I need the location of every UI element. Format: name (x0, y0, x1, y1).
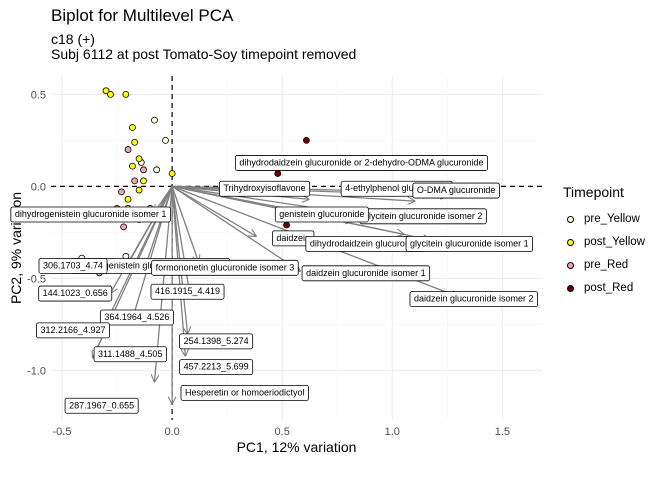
y-tick-label: -0.5 (27, 273, 46, 285)
data-point (107, 90, 114, 98)
loading-label-box (36, 322, 110, 339)
loading-label-box (301, 265, 431, 282)
loading-label-box (99, 309, 174, 326)
loading-label-box (274, 206, 369, 223)
legend-swatch-pre-red (566, 261, 574, 269)
loading-arrow (110, 186, 173, 293)
loading-label: 457.2213_5.699 (184, 362, 249, 372)
loading-label-box (151, 259, 299, 276)
data-point (102, 87, 110, 95)
loading-label-box (64, 397, 139, 414)
legend-item-pre-red: pre_Red (562, 257, 628, 273)
data-point (124, 146, 132, 153)
data-point (140, 166, 147, 174)
data-point (135, 186, 143, 194)
data-point (120, 223, 128, 231)
loading-label: Hesperetin or homoeriodictyol (185, 387, 305, 397)
data-point (118, 188, 125, 196)
loading-label-box (180, 385, 309, 401)
loading-label: daidzein (276, 233, 310, 243)
legend-item-post-red: post_Red (562, 280, 633, 296)
data-point (129, 124, 136, 131)
loading-label: 306.1703_4.74 (43, 260, 103, 270)
loading-label-box (179, 333, 254, 350)
loading-arrow (171, 186, 198, 261)
data-point (124, 195, 132, 203)
loading-label: daidzein glucuronide isomer 1 (306, 268, 426, 278)
loading-label-box (219, 180, 311, 197)
loading-label-box (93, 346, 167, 363)
x-axis-label: PC1, 12% variation (237, 439, 357, 455)
loading-label: dihydrogenistein glucuronide isomer 1 (15, 209, 167, 219)
loading-label: 311.1488_4.505 (98, 349, 162, 359)
chart-subtitle-line-1: c18 (+) (51, 31, 95, 47)
x-tick-label: -0.5 (53, 426, 72, 438)
loading-label: 4-ethylphenol glucuronide (345, 183, 448, 193)
data-point (168, 170, 176, 177)
data-point (162, 136, 169, 144)
loading-label: dihydrodaidzein glucuronide (310, 238, 422, 248)
loading-label: 364.1964_4.526 (104, 312, 169, 322)
loading-label-box (409, 291, 538, 307)
loading-label: dihydrodaidzein glucuronide or 2-dehydro… (239, 157, 483, 167)
loading-label-box (179, 359, 254, 376)
data-point (140, 177, 147, 185)
legend-swatch-post-red (566, 284, 574, 292)
loading-label-box (38, 258, 108, 274)
legend-item-post-yellow: post_Yellow (562, 234, 645, 250)
loading-label: daidzein glucuronide isomer 2 (414, 294, 534, 304)
legend-label: pre_Yellow (584, 213, 640, 225)
loading-label: Trihydroxyisoflavone (223, 183, 305, 193)
loading-label: 416.1915_4.419 (155, 286, 220, 296)
loading-label: O-DMA glucuronide (417, 185, 496, 195)
loading-label-box (38, 285, 113, 302)
x-tick-label: 0.0 (164, 426, 179, 438)
legend-title: Timepoint (563, 184, 624, 200)
legend-swatch-pre-yellow (566, 215, 574, 223)
loading-label-box (234, 155, 488, 171)
loading-label: glycitein glucuronide isomer 2 (364, 211, 483, 221)
loading-label: formononetin glucuronide isomer 3 (156, 262, 295, 272)
data-point (153, 166, 161, 174)
loading-label-box (10, 206, 171, 223)
loading-arrow (171, 185, 256, 236)
chart-subtitle-line-2: Subj 6112 at post Tomato-Soy timepoint r… (51, 46, 357, 62)
loading-label: 144.1023_0.656 (43, 288, 108, 298)
y-tick-label: 0.0 (31, 181, 46, 193)
data-point (122, 90, 130, 98)
loading-label: dihydrogenistein glucuronide isomer 2 (74, 260, 226, 270)
legend-label: post_Red (584, 282, 634, 294)
x-tick-label: 1.0 (385, 426, 400, 438)
data-point (283, 221, 290, 229)
loading-label-box (412, 182, 500, 199)
loading-label: genistein glucuronide (279, 209, 364, 219)
loading-label-box (405, 236, 534, 252)
loading-label: 254.1398_5.274 (184, 336, 249, 346)
x-tick-label: 0.5 (275, 426, 290, 438)
loading-arrow (171, 185, 300, 271)
legend-label: pre_Red (584, 259, 629, 271)
x-tick-label: 1.5 (495, 426, 510, 438)
loading-label: glycitein glucuronide isomer 1 (410, 238, 529, 248)
loading-arrow (171, 186, 190, 293)
legend-swatch-post-yellow (566, 238, 574, 246)
y-tick-label: 0.5 (31, 89, 46, 101)
legend-label: post_Yellow (584, 236, 645, 248)
data-point (151, 116, 158, 124)
chart-title: Biplot for Multilevel PCA (51, 6, 234, 25)
data-point (274, 170, 282, 177)
loading-label-box (150, 283, 225, 300)
loading-label: 312.2166_4.927 (40, 325, 105, 335)
data-point (131, 138, 139, 146)
data-point (131, 177, 139, 185)
data-point (135, 155, 143, 163)
data-point (129, 162, 136, 170)
legend-item-pre-yellow: pre_Yellow (562, 211, 640, 227)
loading-label: 287.1967_0.655 (69, 400, 134, 410)
y-tick-label: -1.0 (27, 365, 46, 377)
data-point (303, 136, 310, 144)
